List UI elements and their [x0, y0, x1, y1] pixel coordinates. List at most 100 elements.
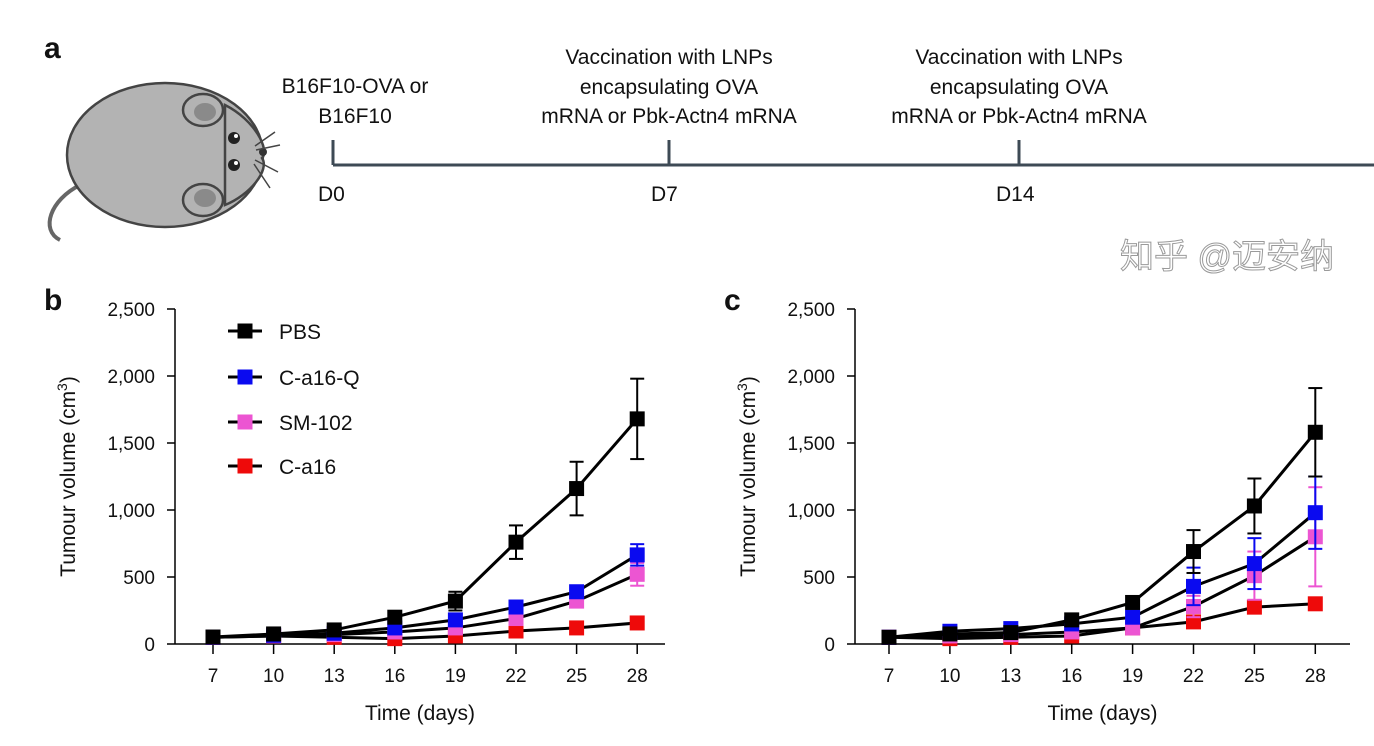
- y-tick-label: 2,000: [787, 367, 835, 388]
- series-line: [212, 417, 639, 639]
- x-tick-label: 28: [1305, 666, 1326, 687]
- y-axis-label-end: ): [57, 376, 80, 383]
- data-point: [629, 615, 645, 631]
- data-point: [1125, 594, 1141, 610]
- timeline-day-d14: D14: [996, 183, 1035, 206]
- x-tick-label: 16: [384, 666, 405, 687]
- legend-marker: [237, 323, 253, 339]
- x-tick-label: 25: [566, 666, 587, 687]
- timeline-event-text: encapsulating OVA: [580, 76, 758, 99]
- panel-label-b: b: [44, 284, 62, 317]
- timeline-event-text: B16F10: [318, 105, 392, 128]
- y-axis-label-main: Tumour volume (cm: [57, 391, 80, 577]
- x-tick-label: 7: [884, 666, 895, 687]
- x-tick-label: 19: [1122, 666, 1143, 687]
- data-point: [447, 612, 463, 628]
- watermark: 知乎 @迈安纳: [1120, 238, 1334, 276]
- y-axis-label-sup: 3: [734, 383, 750, 391]
- timeline: D0 D7 D14 B16F10-OVA or B16F10 Vaccinati…: [282, 46, 1374, 206]
- data-point: [508, 611, 524, 627]
- data-point: [1307, 596, 1323, 612]
- panel-label-a: a: [44, 32, 61, 65]
- y-tick-label: 500: [803, 568, 835, 589]
- x-tick-label: 16: [1061, 666, 1082, 687]
- timeline-event-text: Vaccination with LNPs: [565, 46, 772, 69]
- timeline-event-text: encapsulating OVA: [930, 76, 1108, 99]
- data-point: [266, 626, 282, 642]
- y-axis-label-main: Tumour volume (cm: [737, 391, 760, 577]
- data-point: [508, 623, 524, 639]
- panel-label-c: c: [724, 284, 741, 317]
- y-axis-label: Tumour volume (cm3): [54, 376, 80, 577]
- series-pbs: [205, 377, 645, 645]
- data-point: [569, 620, 585, 636]
- data-point: [1307, 424, 1323, 440]
- data-point: [629, 547, 645, 563]
- x-tick-label: 25: [1244, 666, 1265, 687]
- data-point: [447, 593, 463, 609]
- data-point: [881, 629, 897, 645]
- y-tick-label: 0: [144, 635, 155, 656]
- data-point: [1186, 578, 1201, 594]
- data-point: [1186, 544, 1201, 560]
- series-line: [888, 511, 1317, 639]
- data-point: [326, 622, 342, 638]
- y-tick-label: 0: [824, 635, 835, 656]
- data-point: [205, 629, 221, 645]
- timeline-day-d7: D7: [651, 183, 678, 206]
- data-point: [1064, 612, 1080, 628]
- y-axis-label-end: ): [737, 376, 760, 383]
- data-point: [1246, 498, 1262, 514]
- x-tick-label: 7: [208, 666, 219, 687]
- data-point: [508, 599, 524, 615]
- data-point: [569, 584, 585, 600]
- data-point: [942, 626, 958, 642]
- legend-label: SM-102: [279, 412, 353, 435]
- legend-item: C-a16: [228, 456, 336, 479]
- legend-marker: [237, 369, 253, 385]
- data-point: [1246, 556, 1262, 572]
- legend-label: C-a16-Q: [279, 367, 360, 390]
- legend-marker: [237, 414, 253, 430]
- x-tick-label: 10: [939, 666, 960, 687]
- data-point: [387, 609, 403, 625]
- y-tick-label: 1,000: [787, 501, 835, 522]
- x-tick-label: 19: [445, 666, 466, 687]
- mouse-icon: [47, 81, 281, 242]
- timeline-event-text: mRNA or Pbk-Actn4 mRNA: [541, 105, 797, 128]
- series-line: [212, 553, 638, 639]
- x-tick-label: 10: [263, 666, 284, 687]
- series-line: [888, 431, 1317, 639]
- y-tick-label: 2,500: [787, 300, 835, 321]
- y-tick-label: 1,500: [107, 434, 155, 455]
- data-point: [1186, 598, 1201, 614]
- data-point: [1125, 609, 1141, 625]
- data-point: [1307, 505, 1323, 521]
- chart-b: 0 500 1,000 1,500 2,000 2,500 7 10 13 16 19 22 25 28 T…: [54, 300, 665, 725]
- timeline-day-d0: D0: [318, 183, 345, 206]
- data-point: [569, 481, 585, 497]
- legend-label: C-a16: [279, 456, 336, 479]
- series-line: [888, 535, 1317, 639]
- data-point: [1003, 625, 1019, 641]
- legend-item: SM-102: [228, 412, 353, 435]
- legend-item: C-a16-Q: [228, 367, 360, 390]
- y-tick-label: 500: [123, 568, 155, 589]
- legend-item: PBS: [228, 321, 321, 344]
- data-point: [508, 534, 524, 550]
- legend-label: PBS: [279, 321, 321, 344]
- y-axis-label-sup: 3: [54, 383, 70, 391]
- y-tick-label: 1,000: [107, 501, 155, 522]
- legend-marker: [237, 458, 253, 474]
- timeline-event-text: Vaccination with LNPs: [915, 46, 1122, 69]
- y-tick-label: 2,000: [107, 367, 155, 388]
- x-tick-label: 13: [324, 666, 345, 687]
- x-tick-label: 22: [1183, 666, 1204, 687]
- series-line: [888, 602, 1316, 641]
- y-axis-label: Tumour volume (cm3): [734, 376, 760, 577]
- data-point: [1246, 599, 1262, 615]
- timeline-event-text: B16F10-OVA or: [282, 75, 429, 98]
- data-point: [629, 411, 645, 427]
- x-axis-label: Time (days): [1047, 702, 1157, 725]
